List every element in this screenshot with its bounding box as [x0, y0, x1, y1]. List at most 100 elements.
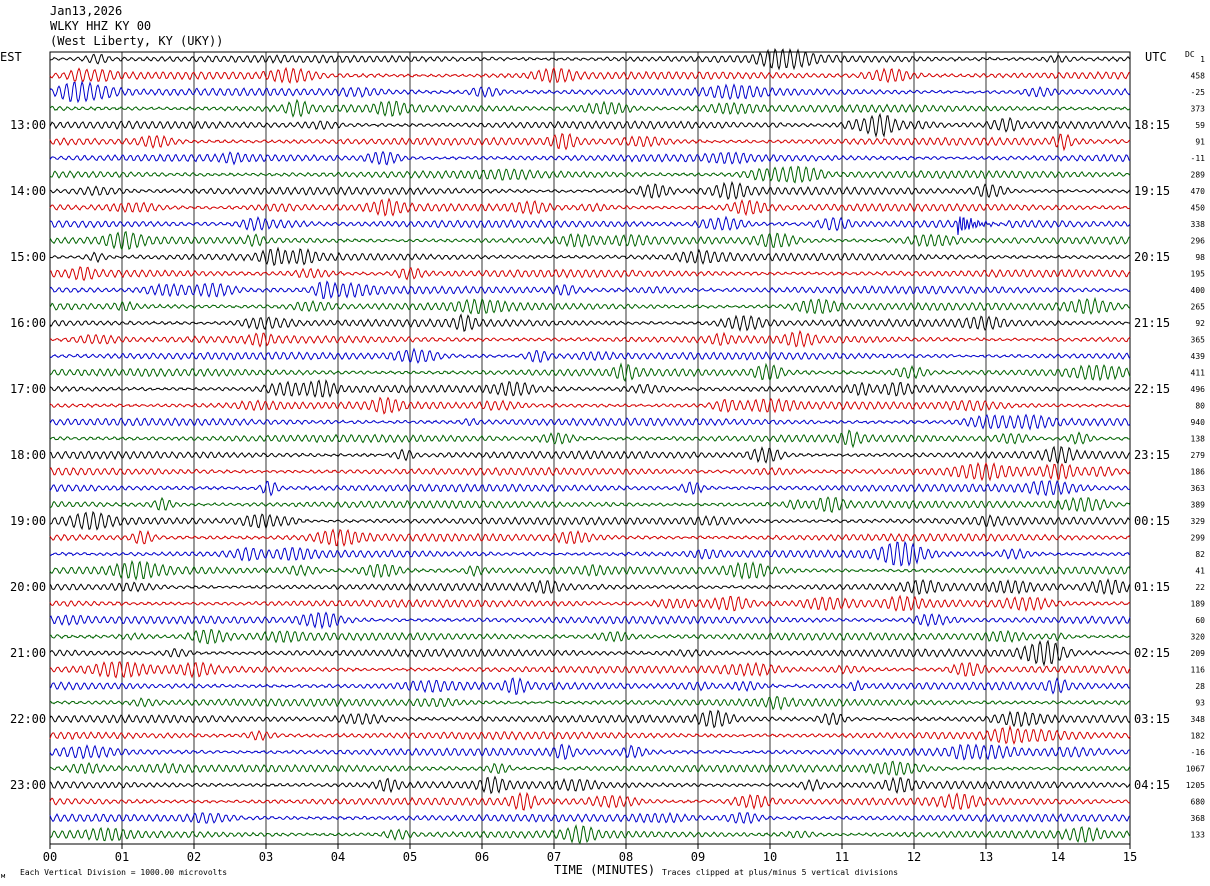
dc-offset-value: 411: [1191, 369, 1206, 378]
dc-offset-value: -11: [1191, 154, 1206, 163]
utc-hour-label: 19:15: [1134, 184, 1170, 198]
dc-offset-value: 1205: [1186, 781, 1205, 790]
dc-offset-value: -25: [1191, 88, 1206, 97]
dc-offset-value: 189: [1191, 600, 1206, 609]
dc-offset-value: 41: [1195, 567, 1205, 576]
est-hour-label: 15:00: [10, 250, 46, 264]
trace-line: [49, 594, 1131, 612]
dc-offset-value: 940: [1191, 418, 1206, 427]
x-tick-label: 01: [115, 850, 129, 864]
trace-line: [50, 628, 1131, 645]
trace-line: [49, 313, 1131, 332]
dc-offset-value: 195: [1191, 270, 1206, 279]
x-tick-label: 03: [259, 850, 273, 864]
dc-offset-value: 28: [1195, 682, 1205, 691]
trace-line: [49, 480, 1130, 497]
utc-hour-label: 20:15: [1134, 250, 1170, 264]
trace-line: [49, 396, 1131, 415]
utc-hour-label: 18:15: [1134, 118, 1170, 132]
est-hour-label: 20:00: [10, 580, 46, 594]
dc-offset-value: 400: [1191, 286, 1206, 295]
trace-line: [49, 165, 1131, 184]
trace-line: [49, 528, 1131, 547]
dc-offset-value: 389: [1191, 501, 1206, 510]
est-hour-label: 19:00: [10, 514, 46, 528]
trace-line: [49, 496, 1131, 514]
x-tick-label: 12: [907, 850, 921, 864]
est-axis-label: EST: [0, 50, 22, 64]
clip-note: Traces clipped at plus/minus 5 vertical …: [662, 868, 898, 877]
dc-offset-value: 209: [1191, 649, 1206, 658]
utc-hour-label: 02:15: [1134, 646, 1170, 660]
est-hour-label: 18:00: [10, 448, 46, 462]
dc-offset-value: 22: [1195, 583, 1205, 592]
dc-offset-value: 133: [1191, 831, 1206, 840]
dc-offset-value: 299: [1191, 534, 1206, 543]
dc-offset-value: 363: [1191, 484, 1206, 493]
trace-line: [49, 362, 1131, 382]
utc-hour-label: 04:15: [1134, 778, 1170, 792]
trace-line: [49, 724, 1131, 745]
est-hour-label: 13:00: [10, 118, 46, 132]
est-hour-label: 17:00: [10, 382, 46, 396]
trace-line: [49, 578, 1131, 596]
x-tick-label: 09: [691, 850, 705, 864]
trace-line: [49, 709, 1131, 729]
utc-hour-label: 22:15: [1134, 382, 1170, 396]
trace-line: [49, 347, 1131, 364]
x-tick-label: 00: [43, 850, 57, 864]
trace-line: [49, 811, 1131, 825]
x-tick-label: 11: [835, 850, 849, 864]
dc-offset-value: 116: [1191, 666, 1206, 675]
x-tick-label: 05: [403, 850, 417, 864]
trace-line: [49, 266, 1131, 282]
utc-hour-label: 00:15: [1134, 514, 1170, 528]
dc-offset-value: 338: [1191, 220, 1206, 229]
dc-offset-value: 329: [1191, 517, 1206, 526]
dc-offset-value: 348: [1191, 715, 1206, 724]
station-code: WLKY HHZ KY 00: [50, 19, 152, 33]
dc-offset-value: 496: [1191, 385, 1206, 394]
trace-line: [49, 775, 1131, 795]
dc-offset-value: 60: [1195, 616, 1205, 625]
x-axis-title: TIME (MINUTES): [554, 863, 655, 877]
trace-line: [49, 824, 1131, 845]
dc-offset-value: 1: [1200, 55, 1205, 64]
trace-line: [49, 510, 1131, 531]
dc-offset-value: 458: [1191, 72, 1206, 81]
station-location: (West Liberty, KY (UKY)): [50, 34, 224, 48]
dc-offset-value: 98: [1195, 253, 1205, 262]
trace-line: [49, 461, 1131, 482]
trace-line: [49, 132, 1131, 152]
trace-line: [49, 540, 1131, 567]
trace-line: [49, 215, 1131, 235]
trace-line: [49, 80, 1131, 104]
dc-offset-value: 279: [1191, 451, 1206, 460]
trace-line: [49, 329, 1131, 348]
utc-hour-label: 03:15: [1134, 712, 1170, 726]
trace-line: [49, 180, 1131, 201]
dc-offset-value: 186: [1191, 468, 1206, 477]
trace-line: [49, 112, 1131, 138]
trace-line: [49, 48, 1131, 71]
x-axis-ticks: 00 01 02 03 04 05 06 07 08 09 10 11 12 13 14 15: [43, 844, 1137, 864]
est-hour-label: 21:00: [10, 646, 46, 660]
utc-hour-label: 23:15: [1134, 448, 1170, 462]
dc-offset-value: 450: [1191, 204, 1206, 213]
trace-line: [49, 611, 1131, 630]
dc-offset-value: 265: [1191, 303, 1206, 312]
dc-offset-value: 82: [1195, 550, 1205, 559]
dc-offset-value: 182: [1191, 732, 1206, 741]
trace-line: [49, 639, 1131, 667]
trace-line: [50, 246, 1131, 267]
trace-line: [49, 98, 1131, 118]
x-tick-label: 06: [475, 850, 489, 864]
trace-line: [49, 150, 1131, 166]
scale-note: Each Vertical Division = 1000.00 microvo…: [20, 868, 227, 877]
dc-offset-labels: 1 458 -25 373 59 91 -11 289 470 450 338 296 98 195 400…: [1186, 55, 1205, 840]
x-tick-label: 02: [187, 850, 201, 864]
dc-offset-value: 91: [1195, 138, 1205, 147]
trace-group: [49, 48, 1131, 845]
